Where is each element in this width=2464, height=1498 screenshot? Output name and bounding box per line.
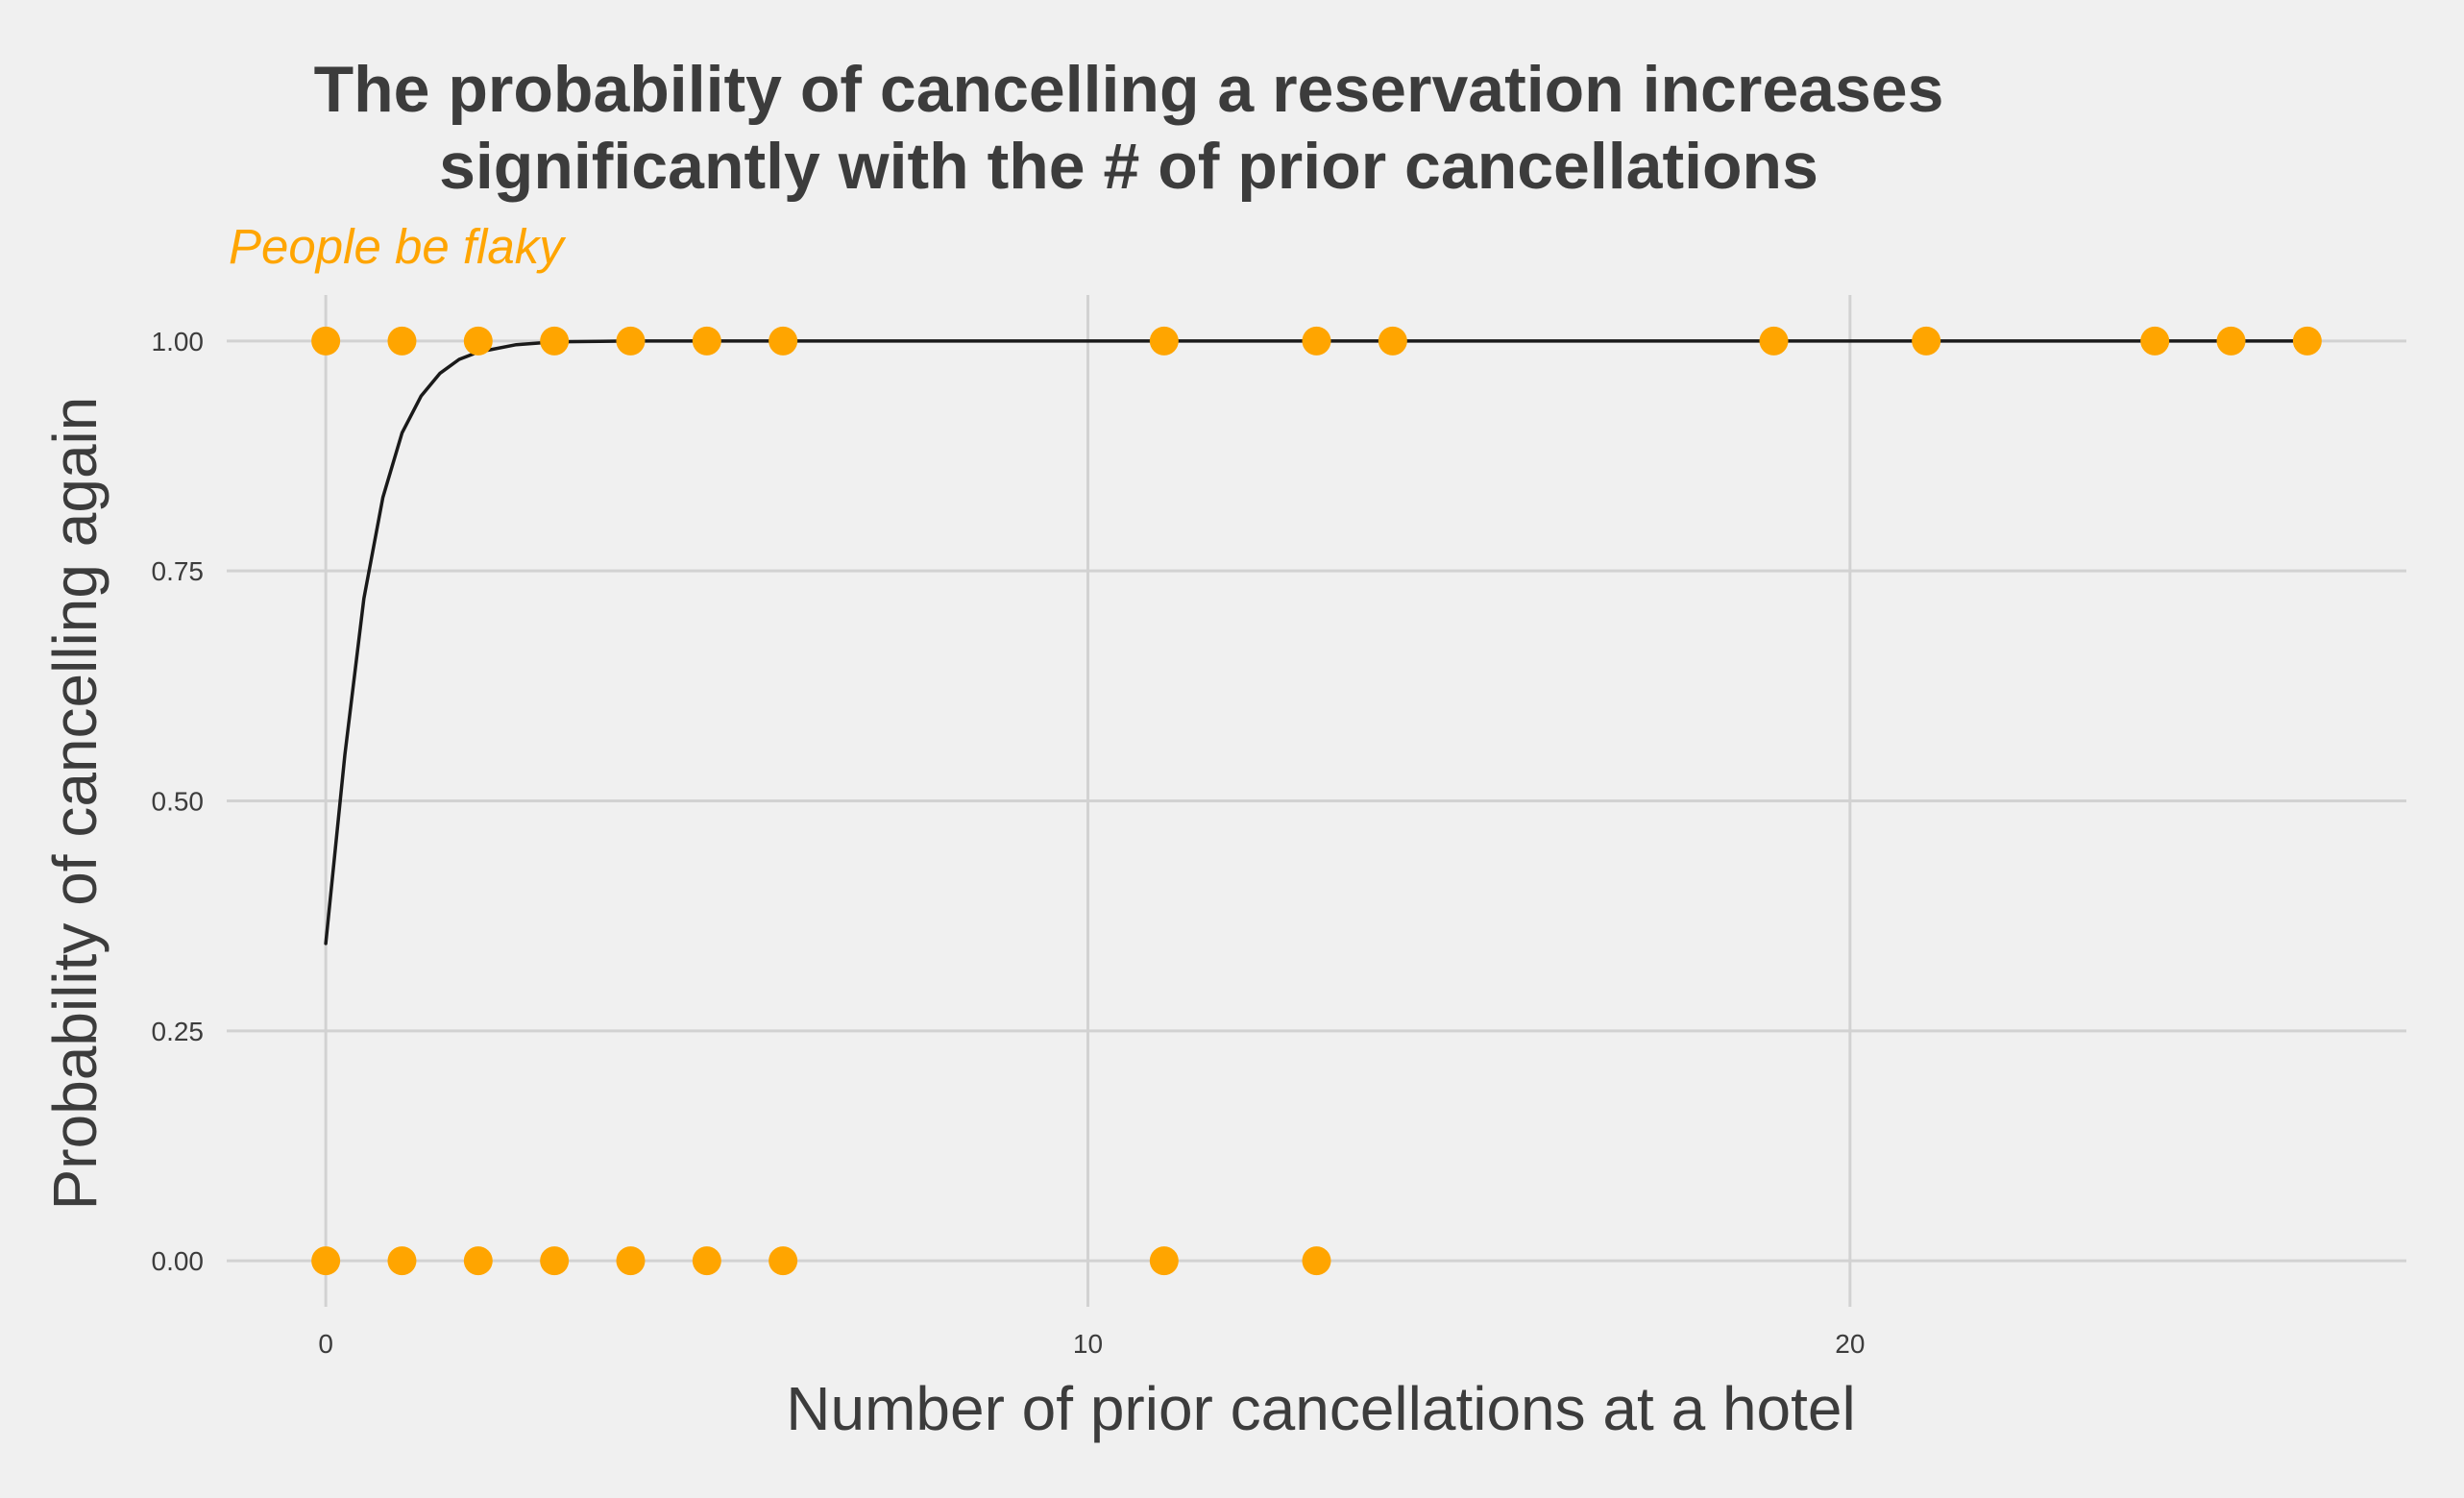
fit-line-layer	[324, 339, 2309, 945]
data-point	[1759, 326, 1789, 356]
data-point	[692, 326, 721, 356]
x-tick-label: 20	[1835, 1329, 1865, 1359]
data-point	[1302, 326, 1331, 356]
data-point	[311, 1246, 341, 1276]
x-axis-title: Number of prior cancellations at a hotel	[786, 1374, 1855, 1443]
data-point	[1912, 326, 1941, 356]
data-point	[1149, 326, 1179, 356]
y-tick-label: 0.25	[152, 1017, 205, 1046]
chart-subtitle: People be flaky	[229, 219, 567, 274]
data-point	[1149, 1246, 1179, 1276]
chart-title-line-1: The probability of cancelling a reservat…	[314, 53, 1944, 126]
y-tick-label: 0.50	[152, 787, 205, 817]
data-point	[616, 326, 646, 356]
data-point	[463, 326, 493, 356]
data-point	[387, 1246, 417, 1276]
x-tick-label: 0	[318, 1329, 333, 1359]
data-point	[2216, 326, 2246, 356]
data-point	[540, 1246, 570, 1276]
chart-title-line-2: significantly with the # of prior cancel…	[439, 130, 1818, 203]
data-point	[463, 1246, 493, 1276]
data-point	[311, 326, 341, 356]
y-tick-label: 0.00	[152, 1246, 205, 1276]
grid	[227, 295, 2406, 1307]
data-point	[768, 326, 798, 356]
fit-line	[324, 339, 2309, 945]
y-axis-title: Probability of cancelling again	[40, 397, 110, 1211]
y-tick-label: 1.00	[152, 327, 205, 356]
data-point	[768, 1246, 798, 1276]
data-point	[1302, 1246, 1331, 1276]
points-layer	[311, 326, 2322, 1276]
tick-labels: 0.00 0.25 0.50 0.75 1.00 0 10 20	[152, 327, 1866, 1359]
data-point	[2292, 326, 2322, 356]
data-point	[692, 1246, 721, 1276]
y-tick-label: 0.75	[152, 556, 205, 586]
x-tick-label: 10	[1073, 1329, 1103, 1359]
data-point	[1378, 326, 1407, 356]
data-point	[616, 1246, 646, 1276]
data-point	[540, 326, 570, 356]
data-point	[2140, 326, 2170, 356]
data-point	[387, 326, 417, 356]
